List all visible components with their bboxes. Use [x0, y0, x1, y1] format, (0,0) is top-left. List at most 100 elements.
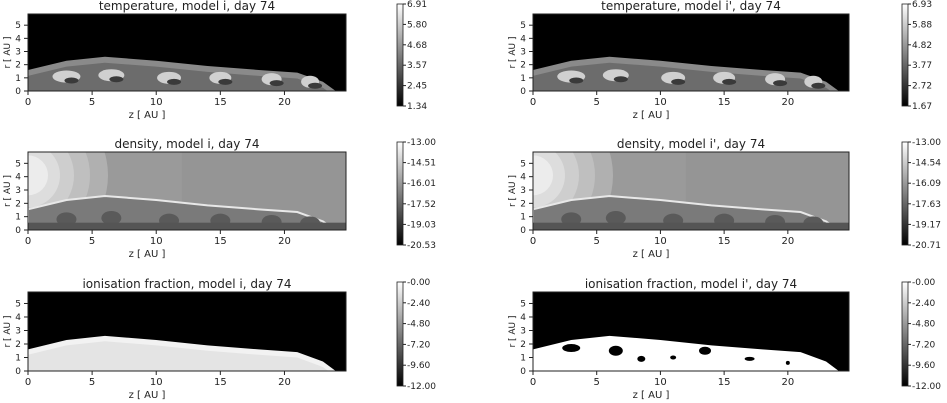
panel-6: ionisation fraction, model i', day 74 0 5 1…: [508, 277, 941, 401]
x-tick-label: 10: [150, 236, 163, 247]
plot-frame: [27, 151, 347, 231]
y-tick-label: 4: [520, 173, 526, 183]
colorbar-label: 5.80: [407, 20, 427, 30]
x-tick-label: 15: [214, 236, 227, 247]
panel-title: temperature, model i, day 74: [99, 0, 275, 13]
neutral-patch: [699, 346, 712, 355]
density-contour: [28, 155, 48, 196]
x-tick-label: 5: [594, 236, 600, 247]
y-tick-label: 0: [15, 367, 21, 377]
panel-title: temperature, model i', day 74: [601, 0, 781, 13]
plot-frame: [532, 151, 850, 231]
cool-blob: [218, 78, 233, 85]
y-tick-label: 3: [520, 186, 526, 196]
neutral-patch: [562, 344, 581, 353]
y-tick-label: 2: [15, 199, 21, 209]
x-tick-label: 20: [278, 377, 291, 388]
dense-clump: [605, 211, 626, 225]
colorbar-label: 3.57: [407, 61, 427, 71]
cool-blob: [269, 80, 284, 87]
dense-clump: [101, 211, 122, 225]
plot-image: [533, 292, 849, 371]
colorbar: [396, 3, 404, 107]
colorbar-label: -12.00: [407, 382, 436, 392]
neutral-patch: [608, 345, 623, 356]
x-tick-label: 10: [654, 236, 667, 247]
colorbar-label: -17.52: [407, 200, 436, 210]
colorbar-label: -7.20: [912, 340, 936, 350]
x-tick-label: 20: [278, 97, 291, 108]
x-tick-label: 10: [150, 377, 163, 388]
plot-image: [533, 152, 849, 230]
y-tick-label: 3: [15, 186, 21, 196]
colorbar-label: -20.53: [407, 241, 436, 251]
y-tick-label: 1: [15, 353, 21, 363]
colorbar-label: 3.77: [912, 61, 932, 71]
plot-frame: [27, 13, 347, 92]
y-tick-label: 0: [520, 226, 526, 236]
colorbar-label: -14.54: [912, 159, 941, 169]
y-tick-label: 4: [15, 173, 21, 183]
colorbar-label: -13.00: [407, 138, 436, 148]
y-tick-label: 0: [15, 87, 21, 97]
panel-title: density, model i, day 74: [115, 137, 260, 151]
x-axis-label: z [ AU ]: [129, 110, 166, 121]
y-tick-label: 0: [520, 87, 526, 97]
x-tick-label: 5: [89, 97, 95, 108]
colorbar-label: -13.00: [912, 138, 941, 148]
panel-3: density, model i, day 740 5 10 15 20z [ AU ]…: [3, 137, 436, 260]
cool-blob: [308, 82, 323, 89]
x-tick-label: 20: [781, 97, 794, 108]
y-tick-label: 1: [520, 353, 526, 363]
y-axis-label: r [ AU ]: [508, 36, 518, 68]
y-tick-label: 4: [520, 34, 526, 44]
y-tick-label: 3: [520, 326, 526, 336]
x-axis-label: z [ AU ]: [129, 249, 166, 260]
x-tick-label: 5: [594, 97, 600, 108]
cool-blob: [773, 80, 788, 87]
panel-title: ionisation fraction, model i, day 74: [82, 277, 291, 291]
panel-title: density, model i', day 74: [617, 137, 765, 151]
colorbar: [396, 281, 404, 387]
plot-frame: [532, 291, 850, 372]
panel-title: ionisation fraction, model i', day 74: [585, 277, 797, 291]
colorbar-label: -17.63: [912, 200, 941, 210]
y-tick-label: 5: [15, 299, 21, 309]
colorbar-label: -4.80: [407, 320, 431, 330]
colorbar-label: 1.67: [912, 102, 932, 112]
neutral-patch: [785, 360, 790, 365]
y-tick-label: 1: [520, 74, 526, 84]
y-tick-label: 5: [15, 21, 21, 31]
y-tick-label: 2: [520, 61, 526, 71]
y-tick-label: 1: [15, 213, 21, 223]
panel-5: ionisation fraction, model i, day 740 5 10…: [3, 277, 436, 401]
x-tick-label: 0: [530, 236, 536, 247]
colorbar-label: -16.01: [407, 179, 436, 189]
colorbar: [901, 3, 909, 107]
x-tick-label: 10: [150, 97, 163, 108]
colorbar-label: 2.72: [912, 82, 932, 92]
x-axis-label: z [ AU ]: [129, 390, 166, 401]
neutral-patch: [744, 356, 755, 361]
x-tick-label: 0: [530, 377, 536, 388]
y-tick-label: 0: [520, 367, 526, 377]
x-tick-label: 20: [781, 236, 794, 247]
colorbar-label: 4.68: [407, 41, 427, 51]
cool-blob: [167, 78, 182, 85]
colorbar-label: -14.51: [407, 159, 436, 169]
neutral-patch: [637, 355, 646, 362]
x-tick-label: 0: [25, 377, 31, 388]
cool-blob: [671, 78, 686, 85]
y-tick-label: 5: [520, 159, 526, 169]
plot-image: [28, 152, 346, 230]
y-tick-label: 4: [520, 313, 526, 323]
x-tick-label: 20: [781, 377, 794, 388]
y-axis-label: r [ AU ]: [3, 315, 13, 347]
y-tick-label: 4: [15, 34, 21, 44]
colorbar: [901, 281, 909, 387]
colorbar-label: -12.00: [912, 382, 941, 392]
colorbar-label: -20.71: [912, 241, 941, 251]
colorbar-label: 4.82: [912, 41, 932, 51]
colorbar: [901, 141, 909, 246]
